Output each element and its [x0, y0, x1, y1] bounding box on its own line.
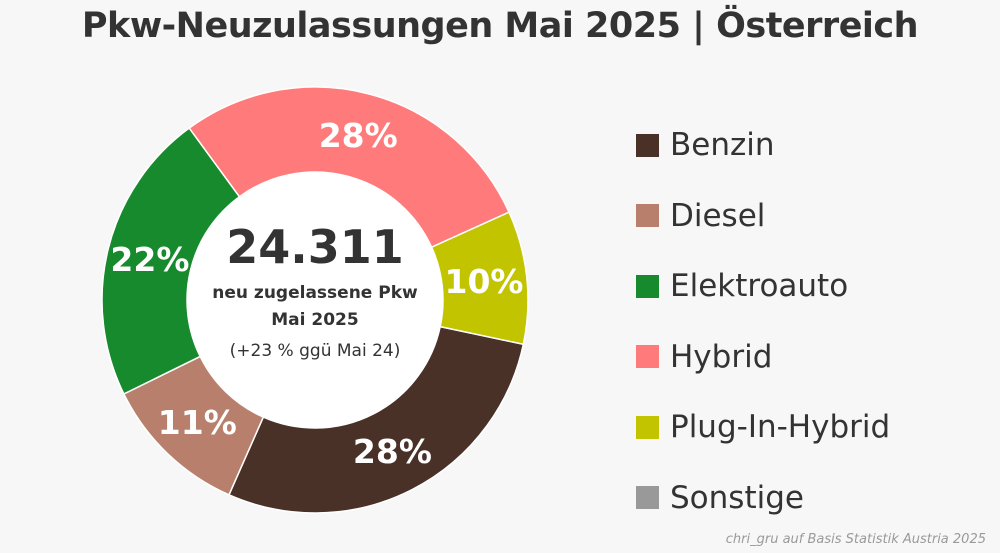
- legend-label: Benzin: [670, 127, 775, 164]
- legend-swatch: [636, 204, 659, 228]
- chart-title: Pkw-Neuzulassungen Mai 2025 | Österreich: [81, 6, 919, 46]
- legend: Benzin Diesel Elektroauto Hybrid Plug-In…: [636, 110, 890, 533]
- legend-item-plug-in-hybrid: Plug-In-Hybrid: [636, 392, 890, 463]
- legend-label: Sonstige: [670, 479, 804, 516]
- slice-label: 28%: [319, 116, 398, 155]
- legend-swatch: [636, 486, 659, 510]
- legend-label: Diesel: [670, 197, 766, 234]
- donut-hole: [187, 172, 443, 428]
- slice-label: 10%: [445, 262, 524, 301]
- source-credit: chri_gru auf Basis Statistik Austria 202…: [725, 532, 986, 547]
- slice-label: 22%: [110, 240, 189, 279]
- legend-swatch: [636, 415, 659, 439]
- legend-label: Elektroauto: [670, 268, 849, 305]
- legend-swatch: [636, 274, 659, 298]
- legend-item-elektroauto: Elektroauto: [636, 251, 890, 322]
- legend-swatch: [636, 133, 659, 157]
- legend-label: Plug-In-Hybrid: [670, 409, 891, 446]
- legend-swatch: [636, 345, 659, 369]
- center-total: 24.311: [226, 220, 404, 274]
- legend-item-benzin: Benzin: [636, 110, 890, 181]
- legend-item-sonstige: Sonstige: [636, 463, 890, 534]
- center-subtitle: neu zugelassene Pkw: [212, 283, 418, 303]
- legend-label: Hybrid: [670, 338, 773, 375]
- legend-item-diesel: Diesel: [636, 181, 890, 252]
- slice-label: 28%: [353, 432, 432, 471]
- center-month: Mai 2025: [271, 310, 359, 330]
- center-change: (+23 % ggü Mai 24): [229, 341, 401, 361]
- legend-item-hybrid: Hybrid: [636, 322, 890, 393]
- slice-label: 11%: [158, 403, 237, 442]
